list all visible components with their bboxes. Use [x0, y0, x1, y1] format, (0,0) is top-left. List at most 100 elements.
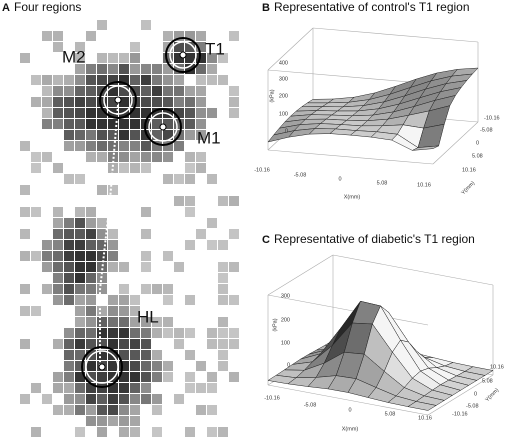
grid-cell	[152, 130, 162, 140]
grid-cell	[108, 394, 118, 404]
box-edge	[267, 384, 429, 416]
grid-cell	[97, 229, 107, 239]
y-tick-label: 10.16	[462, 167, 476, 173]
grid-cell	[75, 284, 85, 294]
grid-cell	[119, 53, 129, 63]
grid-cell	[185, 130, 195, 140]
grid-cell	[141, 372, 151, 382]
grid-cell	[75, 130, 85, 140]
grid-cell	[75, 229, 85, 239]
grid-cell	[152, 75, 162, 85]
grid-cell	[196, 42, 206, 52]
grid-cell	[108, 339, 118, 349]
grid-cell	[119, 350, 129, 360]
grid-cell	[75, 339, 85, 349]
grid-cell	[174, 339, 184, 349]
grid-cell	[97, 251, 107, 261]
grid-cell	[141, 108, 151, 118]
grid-cell	[130, 339, 140, 349]
grid-cell	[130, 383, 140, 393]
grid-cell	[229, 86, 239, 96]
grid-cell	[130, 119, 140, 129]
grid-cell	[119, 75, 129, 85]
grid-cell	[42, 108, 52, 118]
box-edge	[267, 254, 334, 296]
grid-cell	[53, 207, 63, 217]
grid-cell	[20, 53, 30, 63]
grid-cell	[152, 394, 162, 404]
grid-cell	[75, 64, 85, 74]
grid-cell	[20, 339, 30, 349]
grid-cell	[64, 108, 74, 118]
grid-cell	[174, 64, 184, 74]
grid-cell	[75, 86, 85, 96]
region-label: T1	[205, 39, 225, 58]
grid-cell	[86, 31, 96, 41]
grid-cell	[108, 383, 118, 393]
grid-cell	[218, 75, 228, 85]
grid-cell	[53, 229, 63, 239]
grid-cell	[119, 262, 129, 272]
grid-cell	[75, 119, 85, 129]
grid-cell	[141, 207, 151, 217]
grid-cell	[119, 416, 129, 426]
panel-letter: C	[262, 234, 270, 246]
z-tick-label: 400	[279, 60, 288, 66]
grid-cell	[185, 295, 195, 305]
grid-cell	[174, 141, 184, 151]
grid-cell	[130, 295, 140, 305]
y-axis-label: Y(mm)	[484, 387, 500, 403]
grid-cell	[119, 284, 129, 294]
grid-cell	[174, 196, 184, 206]
grid-cell	[163, 317, 173, 327]
grid-cell	[75, 207, 85, 217]
grid-cell	[75, 262, 85, 272]
grid-cell	[163, 64, 173, 74]
grid-cell	[20, 185, 30, 195]
grid-cell	[185, 119, 195, 129]
grid-cell	[97, 152, 107, 162]
grid-cell	[218, 273, 228, 283]
grid-cell	[218, 240, 228, 250]
grid-cell	[75, 405, 85, 415]
grid-cell	[53, 262, 63, 272]
grid-cell	[218, 284, 228, 294]
region-label: HL	[137, 307, 159, 326]
grid-cell	[229, 295, 239, 305]
grid-cell	[185, 328, 195, 338]
grid-cell	[86, 75, 96, 85]
grid-cell	[207, 383, 217, 393]
grid-cell	[185, 108, 195, 118]
grid-cell	[185, 372, 195, 382]
grid-cell	[141, 163, 151, 173]
x-tick-label: 10.16	[417, 182, 431, 188]
grid-cell	[119, 394, 129, 404]
grid-cell	[53, 218, 63, 228]
grid-cell	[229, 328, 239, 338]
grid-cell	[64, 262, 74, 272]
grid-cell	[64, 130, 74, 140]
grid-cell	[64, 141, 74, 151]
grid-cell	[97, 130, 107, 140]
y-axis-label: Y(mm)	[460, 180, 476, 196]
x-tick-label: 0	[338, 176, 341, 182]
grid-cell	[97, 218, 107, 228]
grid-cell	[119, 372, 129, 382]
x-tick-label: -10.16	[254, 167, 270, 173]
grid-cell	[75, 372, 85, 382]
box-edge	[427, 374, 494, 416]
grid-cell	[196, 97, 206, 107]
grid-cell	[75, 328, 85, 338]
region-center	[114, 96, 122, 104]
grid-cell	[141, 75, 151, 85]
grid-cell	[141, 350, 151, 360]
grid-cell	[75, 75, 85, 85]
grid-cell	[174, 174, 184, 184]
grid-cell	[64, 405, 74, 415]
y-tick-label: -10.16	[484, 115, 500, 121]
grid-cell	[130, 42, 140, 52]
grid-cell	[141, 394, 151, 404]
grid-cell	[163, 152, 173, 162]
x-tick-label: -5.08	[304, 402, 317, 408]
grid-cell	[152, 361, 162, 371]
